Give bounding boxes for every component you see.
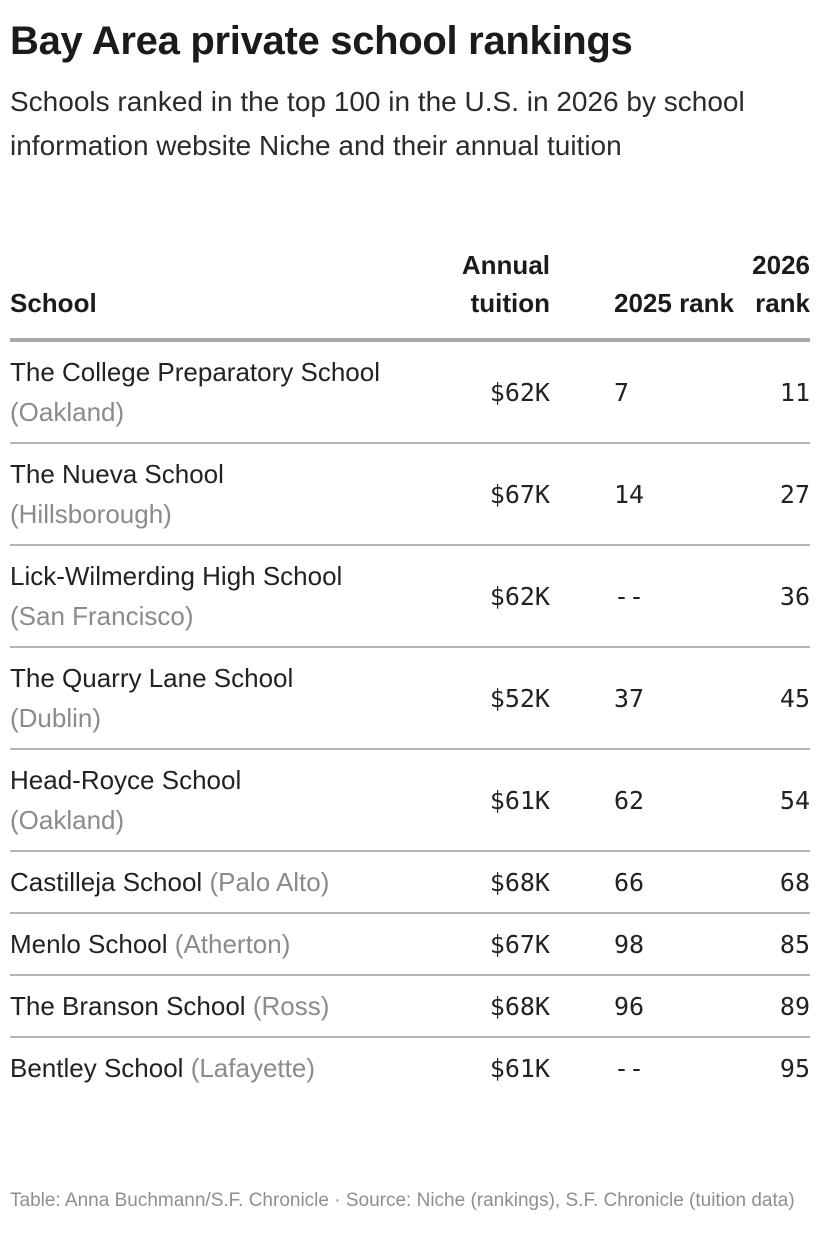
table-row: Castilleja School (Palo Alto) $68K 66 68 xyxy=(10,851,810,914)
chart-subtitle: Schools ranked in the top 100 in the U.S… xyxy=(10,86,745,161)
header-rank-2025: 2025 rank xyxy=(550,246,734,342)
school-cell: Lick-Wilmerding High School (San Francisc… xyxy=(10,545,430,648)
rank-2026-cell: 36 xyxy=(734,545,810,648)
school-location: (Atherton) xyxy=(174,929,291,959)
rank-2026-cell: 68 xyxy=(734,851,810,914)
school-location: (Hillsborough) xyxy=(10,499,172,529)
school-cell: Bentley School (Lafayette) xyxy=(10,1037,430,1098)
school-cell: The Branson School (Ross) xyxy=(10,975,430,1038)
tuition-cell: $62K xyxy=(430,340,550,444)
table-row: The Branson School (Ross) $68K 96 89 xyxy=(10,975,810,1038)
table-row: The Nueva School (Hillsborough) $67K 14 2… xyxy=(10,443,810,546)
tuition-cell: $62K xyxy=(430,545,550,648)
tuition-cell: $61K xyxy=(489,1053,550,1083)
school-cell: Head-Royce School (Oakland) xyxy=(10,749,430,852)
tuition-cell: $68K xyxy=(430,851,550,914)
rank-2025-cell: 37 xyxy=(550,647,734,750)
rank-2025-cell: -- xyxy=(614,1053,645,1083)
school-cell: The Nueva School (Hillsborough) xyxy=(10,443,430,546)
table-row: Lick-Wilmerding High School (San Francisc… xyxy=(10,545,810,648)
school-location: (Ross) xyxy=(252,991,330,1021)
school-name: Castilleja School xyxy=(10,867,203,897)
rank-2025-cell: 62 xyxy=(550,749,734,852)
rank-2025-cell: 7 xyxy=(550,340,734,444)
school-location: (Dublin) xyxy=(10,703,102,733)
table-row: The Quarry Lane School (Dublin) $52K 37 4… xyxy=(10,647,810,750)
rank-2026-cell: 85 xyxy=(734,913,810,976)
rank-2026-cell: 54 xyxy=(734,749,810,852)
source-footer: Table: Anna Buchmann/S.F. Chronicle · So… xyxy=(10,1190,795,1211)
header-rank-2026: 2026 rank xyxy=(734,246,810,342)
tuition-cell: $52K xyxy=(430,647,550,750)
school-name: The Nueva School xyxy=(10,459,224,489)
rank-2026-cell: 45 xyxy=(734,647,810,750)
table-header-row: School Annual tuition 2025 rank 2026 ran… xyxy=(10,246,810,342)
tuition-cell: $68K xyxy=(430,975,550,1038)
rank-2026-cell: 95 xyxy=(779,1053,810,1083)
chart-title: Bay Area private school rankings xyxy=(10,19,633,63)
rank-2026-cell: 11 xyxy=(734,340,810,444)
rank-2026-cell: 89 xyxy=(734,975,810,1038)
school-name: The Quarry Lane School xyxy=(10,663,294,693)
school-name: Head-Royce School xyxy=(10,765,242,795)
school-location: (Oakland) xyxy=(10,397,125,427)
rankings-table: School Annual tuition 2025 rank 2026 ran… xyxy=(10,246,810,1098)
header-tuition: Annual tuition xyxy=(430,246,550,342)
rank-2025-cell: 96 xyxy=(550,975,734,1038)
school-cell: Menlo School (Atherton) xyxy=(10,913,430,976)
school-cell: The Quarry Lane School (Dublin) xyxy=(10,647,430,750)
school-location: (Oakland) xyxy=(10,805,125,835)
rank-2025-cell: 14 xyxy=(550,443,734,546)
school-location: (San Francisco) xyxy=(10,601,194,631)
school-location: (Lafayette) xyxy=(190,1053,315,1083)
rank-2025-cell: 98 xyxy=(550,913,734,976)
chart-container: Bay Area private school rankings Schools… xyxy=(10,0,810,1098)
school-cell: The College Preparatory School (Oakland) xyxy=(10,340,430,444)
school-name: The College Preparatory School xyxy=(10,357,380,387)
school-cell: Castilleja School (Palo Alto) xyxy=(10,851,430,914)
table-row: The College Preparatory School (Oakland)… xyxy=(10,340,810,444)
tuition-cell: $67K xyxy=(430,443,550,546)
rank-2025-cell: -- xyxy=(550,545,734,648)
school-location: (Palo Alto) xyxy=(209,867,330,897)
header-school: School xyxy=(10,246,430,342)
table-row: Menlo School (Atherton) $67K 98 85 xyxy=(10,913,810,976)
school-name: Lick-Wilmerding High School xyxy=(10,561,343,591)
tuition-cell: $67K xyxy=(430,913,550,976)
school-name: The Branson School xyxy=(10,991,246,1021)
table-row: Head-Royce School (Oakland) $61K 62 54 xyxy=(10,749,810,852)
table-row: Bentley School (Lafayette) $61K -- 95 xyxy=(10,1037,810,1098)
rank-2025-cell: 66 xyxy=(550,851,734,914)
school-name: Menlo School xyxy=(10,929,168,959)
school-name: Bentley School xyxy=(10,1053,184,1083)
rank-2026-cell: 27 xyxy=(734,443,810,546)
tuition-cell: $61K xyxy=(430,749,550,852)
